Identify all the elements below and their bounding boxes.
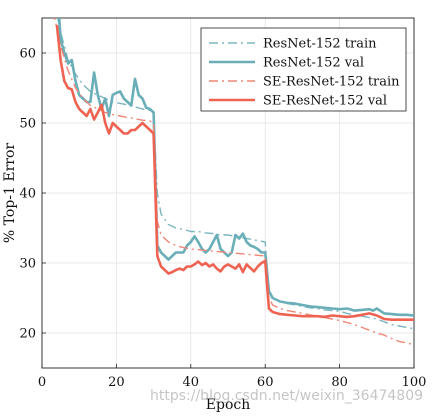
y-tick-label: 40 bbox=[19, 187, 36, 202]
legend: ResNet-152 train ResNet-152 val SE-ResNet-… bbox=[200, 27, 407, 112]
series-line-1 bbox=[56, 18, 414, 330]
x-tick-label: 20 bbox=[108, 375, 125, 390]
x-tick-label: 80 bbox=[331, 375, 348, 390]
series-line-3 bbox=[53, 18, 414, 346]
y-tick-label: 50 bbox=[19, 117, 36, 132]
x-tick-label: 60 bbox=[257, 375, 274, 390]
legend-label-4: SE-ResNet-152 val bbox=[263, 94, 387, 109]
x-axis-label: Epoch bbox=[206, 397, 250, 413]
series-lines bbox=[53, 18, 414, 346]
legend-label-1: ResNet-152 train bbox=[263, 37, 377, 52]
y-axis-label: % Top-1 Error bbox=[2, 143, 18, 244]
y-tick-label: 20 bbox=[19, 327, 36, 342]
y-ticks: 20 30 40 50 60 bbox=[19, 47, 46, 342]
x-ticks: 0 20 40 60 80 100 bbox=[38, 364, 427, 390]
y-tick-label: 60 bbox=[19, 47, 36, 62]
series-line-2 bbox=[57, 18, 414, 317]
y-tick-label: 30 bbox=[19, 257, 36, 272]
x-tick-label: 0 bbox=[38, 375, 46, 390]
legend-box bbox=[200, 27, 407, 112]
x-tick-label: 100 bbox=[402, 375, 427, 390]
series-line-4 bbox=[55, 24, 414, 321]
legend-label-2: ResNet-152 val bbox=[263, 56, 364, 71]
legend-label-3: SE-ResNet-152 train bbox=[263, 75, 400, 90]
x-tick-label: 40 bbox=[183, 375, 200, 390]
watermark: https://blog.csdn.net/weixin_36474809 bbox=[150, 388, 424, 404]
